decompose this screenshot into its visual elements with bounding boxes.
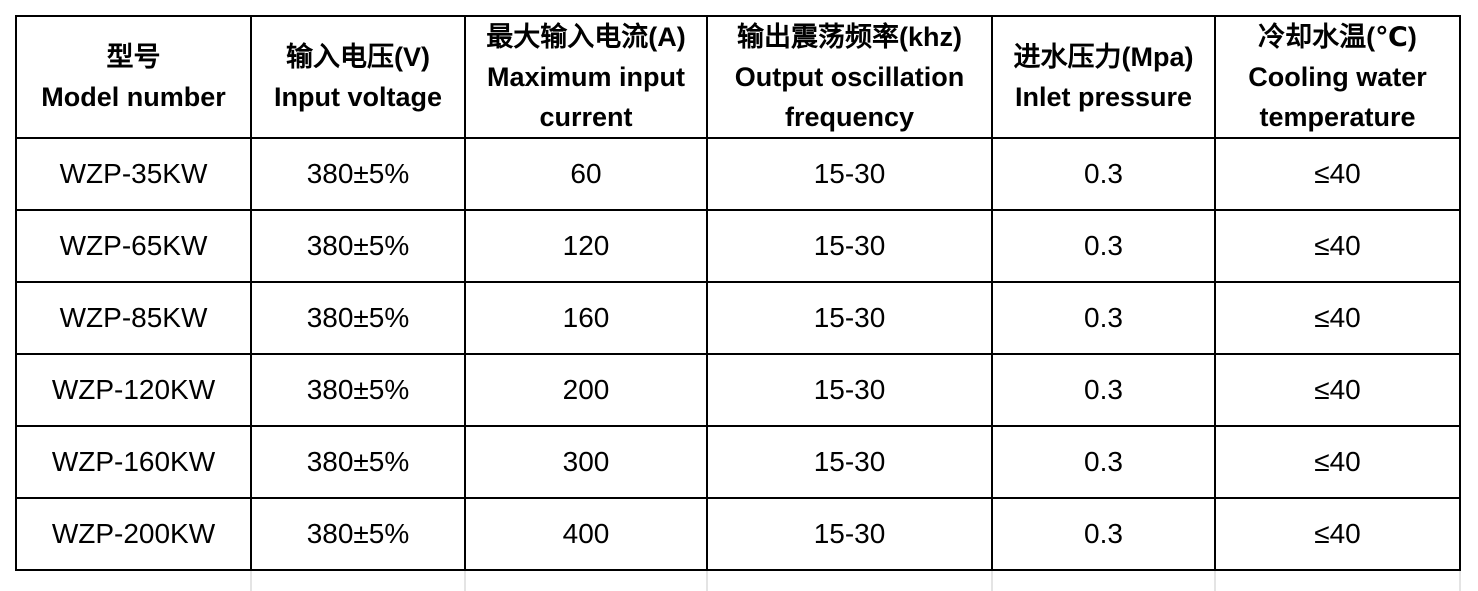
header-en: Input voltage — [274, 82, 442, 112]
header-zh: 输入电压(V) — [286, 42, 430, 72]
header-zh: 型号 — [106, 42, 161, 72]
cell-max-input-current: 300 — [464, 425, 708, 499]
table-row: WZP-200KW 380±5% 400 15-30 0.3 ≤40 — [15, 497, 1461, 571]
cell-cooling-water-temp: ≤40 — [1214, 425, 1461, 499]
cell-inlet-pressure: 0.3 — [991, 281, 1216, 355]
cell-model-number: WZP-200KW — [15, 497, 252, 571]
cell-max-input-current: 200 — [464, 353, 708, 427]
header-en: Cooling water temperature — [1248, 62, 1427, 132]
cell-max-input-current: 400 — [464, 497, 708, 571]
cell-model-number: WZP-35KW — [15, 137, 252, 211]
cell-oscillation-frequency: 15-30 — [706, 425, 993, 499]
cell-model-number: WZP-160KW — [15, 425, 252, 499]
table-row: WZP-160KW 380±5% 300 15-30 0.3 ≤40 — [15, 425, 1461, 499]
header-oscillation-frequency: 输出震荡频率(khz) Output oscillation frequency — [706, 15, 993, 139]
cell-max-input-current: 160 — [464, 281, 708, 355]
cell-cooling-water-temp: ≤40 — [1214, 137, 1461, 211]
cell-model-number: WZP-120KW — [15, 353, 252, 427]
cell-cooling-water-temp: ≤40 — [1214, 281, 1461, 355]
cell-input-voltage: 380±5% — [250, 353, 466, 427]
cell-input-voltage: 380±5% — [250, 137, 466, 211]
cell-inlet-pressure: 0.3 — [991, 425, 1216, 499]
empty-cell — [1214, 569, 1461, 591]
table-row: WZP-120KW 380±5% 200 15-30 0.3 ≤40 — [15, 353, 1461, 427]
header-en: Output oscillation frequency — [734, 62, 965, 132]
cell-inlet-pressure: 0.3 — [991, 137, 1216, 211]
cell-max-input-current: 60 — [464, 137, 708, 211]
header-zh: 最大输入电流(A) — [486, 22, 686, 52]
cell-cooling-water-temp: ≤40 — [1214, 497, 1461, 571]
cell-cooling-water-temp: ≤40 — [1214, 209, 1461, 283]
table-row: WZP-35KW 380±5% 60 15-30 0.3 ≤40 — [15, 137, 1461, 211]
header-model-number: 型号 Model number — [15, 15, 252, 139]
cell-model-number: WZP-65KW — [15, 209, 252, 283]
table-row: WZP-85KW 380±5% 160 15-30 0.3 ≤40 — [15, 281, 1461, 355]
cell-oscillation-frequency: 15-30 — [706, 137, 993, 211]
header-en: Inlet pressure — [1014, 82, 1193, 112]
header-inlet-pressure: 进水压力(Mpa) Inlet pressure — [991, 15, 1216, 139]
empty-cell — [706, 569, 993, 591]
cell-input-voltage: 380±5% — [250, 497, 466, 571]
cell-inlet-pressure: 0.3 — [991, 209, 1216, 283]
header-en: Maximum input current — [486, 62, 685, 132]
cell-input-voltage: 380±5% — [250, 209, 466, 283]
header-max-input-current: 最大输入电流(A) Maximum input current — [464, 15, 708, 139]
header-zh: 进水压力(Mpa) — [1013, 42, 1194, 72]
cell-oscillation-frequency: 15-30 — [706, 497, 993, 571]
cell-input-voltage: 380±5% — [250, 425, 466, 499]
spec-table: 型号 Model number 输入电压(V) Input voltage 最大输入电流… — [15, 15, 1461, 591]
header-input-voltage: 输入电压(V) Input voltage — [250, 15, 466, 139]
empty-cell — [464, 569, 708, 591]
empty-cell — [250, 569, 466, 591]
cell-oscillation-frequency: 15-30 — [706, 281, 993, 355]
header-zh: 冷却水温(℃) — [1258, 22, 1417, 52]
cell-inlet-pressure: 0.3 — [991, 497, 1216, 571]
cell-input-voltage: 380±5% — [250, 281, 466, 355]
cell-inlet-pressure: 0.3 — [991, 353, 1216, 427]
header-cooling-water-temp: 冷却水温(℃) Cooling water temperature — [1214, 15, 1461, 139]
cell-max-input-current: 120 — [464, 209, 708, 283]
cell-cooling-water-temp: ≤40 — [1214, 353, 1461, 427]
cell-model-number: WZP-85KW — [15, 281, 252, 355]
header-row: 型号 Model number 输入电压(V) Input voltage 最大输入电流… — [15, 15, 1461, 139]
empty-cell — [991, 569, 1216, 591]
empty-cell — [16, 569, 252, 591]
table-row: WZP-65KW 380±5% 120 15-30 0.3 ≤40 — [15, 209, 1461, 283]
cell-oscillation-frequency: 15-30 — [706, 209, 993, 283]
cell-oscillation-frequency: 15-30 — [706, 353, 993, 427]
header-en: Model number — [41, 82, 226, 112]
header-zh: 输出震荡频率(khz) — [737, 22, 962, 52]
empty-grid-row — [16, 569, 1461, 591]
